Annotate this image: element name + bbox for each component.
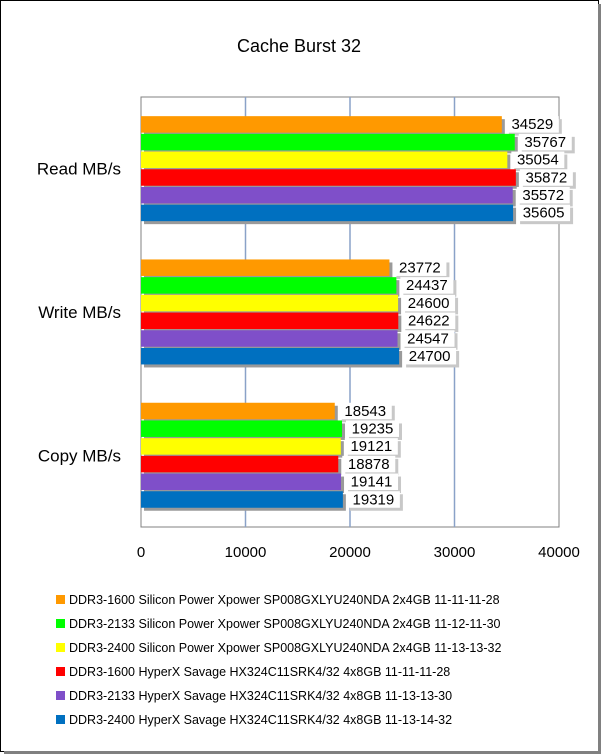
category-labels: Read MB/s Write MB/s Copy MB/s	[37, 160, 121, 466]
data-label: 18543	[344, 403, 386, 420]
data-label: 19319	[353, 491, 395, 508]
data-label-box	[517, 204, 571, 222]
legend: DDR3-1600 Silicon Power Xpower SP008GXLY…	[56, 593, 501, 727]
x-axis-ticks: 0 10000 20000 30000 40000	[137, 544, 580, 561]
bar	[141, 186, 513, 204]
x-tick-label: 20000	[329, 544, 371, 561]
legend-label: DDR3-1600 Silicon Power Xpower SP008GXLY…	[69, 593, 500, 607]
bar	[141, 473, 342, 491]
legend-swatch	[56, 715, 65, 724]
bar	[141, 116, 502, 133]
data-label-box	[505, 116, 559, 133]
data-label-box	[400, 277, 454, 294]
legend-swatch	[56, 691, 65, 700]
legend-label: DDR3-2400 Silicon Power Xpower SP008GXLY…	[69, 641, 501, 655]
data-label: 23772	[399, 259, 441, 276]
data-label: 24547	[407, 330, 449, 347]
bar	[141, 347, 400, 365]
data-label-box	[511, 151, 565, 169]
data-label-box	[344, 438, 398, 455]
data-label: 19141	[351, 474, 393, 491]
data-label: 24600	[408, 295, 450, 312]
bar	[141, 402, 335, 420]
bar	[141, 312, 399, 330]
legend-swatch	[56, 643, 65, 652]
bar	[141, 294, 399, 312]
data-label-box	[401, 330, 455, 347]
category-label: Copy MB/s	[38, 446, 121, 465]
data-label: 35605	[523, 205, 565, 222]
legend-label: DDR3-2133 Silicon Power Xpower SP008GXLY…	[69, 617, 501, 631]
data-label-box	[338, 402, 392, 420]
data-label: 24700	[409, 348, 451, 365]
bar	[141, 455, 339, 473]
legend-swatch	[56, 619, 65, 628]
data-label-box	[402, 294, 456, 312]
legend-swatch	[56, 667, 65, 676]
data-label-box	[519, 169, 573, 186]
x-tick-label: 40000	[538, 544, 580, 561]
bar	[141, 330, 398, 347]
data-label: 24437	[406, 277, 448, 294]
x-tick-label: 30000	[434, 544, 476, 561]
chart-title: Cache Burst 32	[237, 36, 361, 56]
data-label: 19235	[352, 420, 394, 437]
bar	[141, 204, 514, 222]
data-label-box	[345, 473, 399, 491]
x-tick-label: 10000	[225, 544, 267, 561]
data-label-box	[393, 259, 447, 276]
legend-label: DDR3-1600 HyperX Savage HX324C11SRK4/32 …	[69, 665, 450, 679]
bar	[141, 277, 397, 294]
data-label-box	[516, 186, 570, 204]
legend-label: DDR3-2400 HyperX Savage HX324C11SRK4/32 …	[69, 713, 452, 727]
frame-shadow-bottom	[4, 751, 601, 754]
data-label: 35572	[522, 187, 564, 204]
bar	[141, 491, 343, 508]
data-label: 34529	[511, 116, 553, 133]
legend-label: DDR3-2133 HyperX Savage HX324C11SRK4/32 …	[69, 689, 452, 703]
x-tick-label: 0	[137, 544, 145, 561]
data-label: 35767	[524, 134, 566, 151]
bar	[141, 133, 515, 151]
data-label-box	[403, 347, 457, 365]
bar	[141, 169, 516, 186]
data-label-box	[346, 420, 400, 437]
frame-shadow-right	[598, 4, 601, 754]
bar	[141, 151, 508, 169]
bar	[141, 420, 343, 437]
bar	[141, 259, 390, 276]
data-label: 24622	[408, 313, 450, 330]
category-label: Read MB/s	[37, 160, 121, 179]
data-label-box	[346, 491, 400, 508]
data-label-box	[402, 312, 456, 330]
bar	[141, 438, 341, 455]
data-label: 19121	[350, 438, 392, 455]
data-label: 18878	[348, 456, 390, 473]
data-label: 35054	[517, 152, 559, 169]
category-label: Write MB/s	[38, 303, 121, 322]
data-label-box	[342, 455, 396, 473]
legend-swatch	[56, 595, 65, 604]
data-label: 35872	[526, 169, 568, 186]
data-label-box	[518, 133, 572, 151]
